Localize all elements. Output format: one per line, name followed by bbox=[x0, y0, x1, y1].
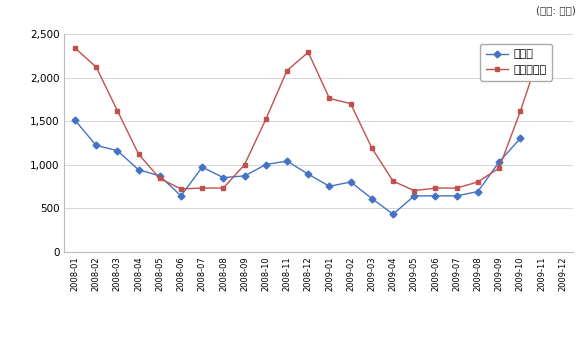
Line: 발전용: 발전용 bbox=[73, 118, 523, 217]
발전용 bbox=[92, 143, 99, 148]
도시가스용 bbox=[135, 152, 142, 156]
도시가스용 bbox=[390, 179, 397, 183]
발전용 bbox=[432, 194, 439, 198]
도시가스용 bbox=[326, 96, 333, 100]
도시가스용 bbox=[369, 146, 376, 150]
발전용 bbox=[369, 197, 376, 201]
발전용 bbox=[135, 168, 142, 172]
도시가스용 bbox=[517, 109, 524, 114]
도시가스용 bbox=[538, 46, 545, 50]
도시가스용 bbox=[474, 180, 481, 184]
도시가스용 bbox=[262, 117, 269, 121]
발전용 bbox=[495, 160, 503, 164]
발전용 bbox=[326, 184, 333, 188]
도시가스용 bbox=[177, 187, 184, 191]
발전용 bbox=[71, 118, 78, 122]
발전용 bbox=[177, 194, 184, 198]
발전용 bbox=[114, 149, 121, 153]
발전용 bbox=[347, 180, 354, 184]
도시가스용 bbox=[432, 186, 439, 190]
발전용 bbox=[156, 174, 163, 178]
발전용 bbox=[199, 165, 206, 169]
발전용 bbox=[305, 172, 312, 176]
발전용 bbox=[390, 212, 397, 216]
발전용 bbox=[262, 163, 269, 167]
도시가스용 bbox=[71, 46, 78, 50]
도시가스용 bbox=[305, 50, 312, 54]
Legend: 발전용, 도시가스용: 발전용, 도시가스용 bbox=[480, 44, 552, 81]
도시가스용 bbox=[241, 163, 248, 167]
도시가스용 bbox=[199, 186, 206, 190]
발전용 bbox=[453, 194, 460, 198]
도시가스용 bbox=[156, 176, 163, 181]
도시가스용 bbox=[495, 166, 503, 170]
도시가스용 bbox=[114, 108, 121, 113]
도시가스용 bbox=[220, 186, 227, 190]
발전용 bbox=[517, 136, 524, 140]
발전용 bbox=[241, 174, 248, 178]
도시가스용 bbox=[347, 102, 354, 106]
도시가스용 bbox=[284, 69, 291, 73]
Line: 도시가스용: 도시가스용 bbox=[73, 46, 544, 193]
도시가스용 bbox=[453, 186, 460, 190]
발전용 bbox=[474, 189, 481, 193]
Text: (단위: 천톤): (단위: 천톤) bbox=[536, 5, 576, 15]
도시가스용 bbox=[411, 189, 418, 193]
도시가스용 bbox=[92, 65, 99, 69]
발전용 bbox=[284, 159, 291, 163]
발전용 bbox=[411, 194, 418, 198]
발전용 bbox=[220, 175, 227, 180]
